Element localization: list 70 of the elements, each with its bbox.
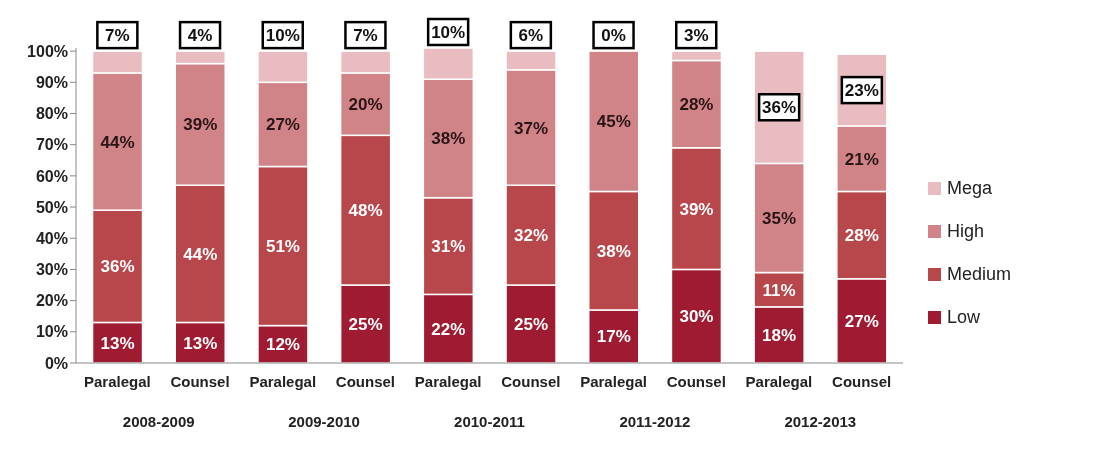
data-label: 22%: [431, 319, 466, 339]
data-label: 25%: [348, 315, 383, 335]
text: 2009-2010: [288, 413, 360, 430]
x-tick-label: Counsel: [666, 373, 726, 390]
data-label: 48%: [348, 201, 383, 221]
data-label: 13%: [183, 333, 218, 353]
data-label: 6%: [518, 26, 544, 46]
data-label: 7%: [105, 26, 130, 46]
y-tick-label: 20%: [35, 292, 68, 310]
data-label: 32%: [514, 226, 549, 246]
x-tick-label: Paralegal: [580, 373, 647, 390]
data-label: 44%: [183, 244, 218, 264]
data-label: 12%: [265, 335, 300, 355]
data-label: 13%: [100, 333, 135, 353]
y-tick-label: 60%: [35, 167, 68, 185]
data-label: 27%: [844, 311, 879, 331]
data-label: 39%: [183, 115, 218, 135]
data-label: 27%: [265, 115, 300, 135]
data-label: 7%: [353, 26, 378, 46]
data-label: 10%: [265, 26, 300, 46]
data-label: 45%: [596, 112, 631, 132]
data-label: 17%: [596, 327, 631, 347]
data-label: 36%: [100, 257, 135, 277]
text: 2011-2012: [619, 413, 691, 430]
data-label: 38%: [431, 129, 466, 149]
x-tick-label: Counsel: [170, 373, 230, 390]
legend-label: Mega: [947, 178, 993, 199]
data-label: 51%: [265, 237, 300, 257]
y-tick-label: 10%: [35, 323, 68, 341]
x-tick-label: Counsel: [335, 373, 396, 390]
data-label: 38%: [596, 241, 631, 261]
data-label: 28%: [844, 226, 879, 246]
data-label: 11%: [762, 280, 796, 300]
y-tick-label: 90%: [35, 73, 68, 91]
text: 2012-2013: [784, 413, 857, 430]
data-label: 23%: [844, 81, 879, 101]
data-label: 31%: [431, 237, 466, 257]
y-tick-label: 40%: [35, 229, 68, 247]
data-label: 10%: [431, 23, 466, 42]
data-label: 37%: [514, 118, 549, 138]
data-label: 21%: [844, 149, 879, 169]
x-tick-label: Paralegal: [414, 373, 482, 390]
y-tick-label: 30%: [35, 261, 68, 279]
x-tick-label: Paralegal: [249, 373, 317, 390]
data-label: 18%: [762, 325, 797, 345]
data-label: 44%: [100, 132, 135, 152]
text: 2008-2009: [122, 413, 195, 430]
data-label: 25%: [514, 315, 549, 335]
data-label: 28%: [679, 95, 714, 115]
y-tick-label: 80%: [35, 105, 68, 123]
data-label: 20%: [348, 95, 383, 115]
x-tick-label: Paralegal: [745, 373, 813, 390]
text: 2010-2011: [454, 413, 525, 430]
y-tick-label: 100%: [27, 42, 68, 60]
data-label: 30%: [679, 307, 714, 327]
legend-label: Low: [947, 307, 981, 328]
data-label: 4%: [187, 26, 213, 46]
legend-label: High: [947, 221, 985, 242]
legend-label: Medium: [947, 264, 1012, 285]
data-label: 39%: [679, 199, 714, 219]
data-label: 36%: [762, 98, 797, 118]
y-tick-label: 50%: [35, 198, 68, 216]
y-tick-label: 0%: [44, 354, 68, 372]
data-label: 0%: [601, 26, 626, 46]
x-tick-label: Counsel: [832, 373, 892, 390]
y-tick-label: 70%: [35, 136, 68, 154]
data-label: 3%: [683, 26, 709, 46]
data-label: 35%: [762, 208, 797, 228]
x-tick-label: Counsel: [501, 373, 561, 390]
x-tick-label: Paralegal: [83, 373, 151, 390]
